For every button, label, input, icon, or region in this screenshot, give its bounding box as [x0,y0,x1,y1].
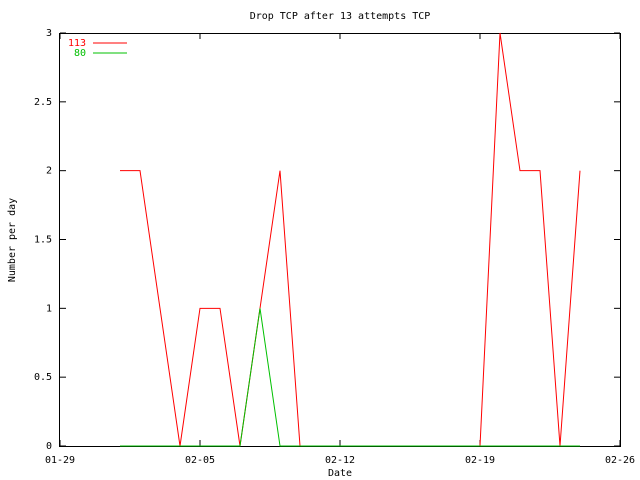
chart-title: Drop TCP after 13 attempts TCP [250,11,431,22]
legend-label: 80 [74,48,86,59]
legend-label: 113 [68,38,86,49]
x-tick-label: 02-12 [325,455,355,466]
y-tick-label: 0.5 [34,372,52,383]
y-tick-label: 2.5 [34,97,52,108]
y-tick-label: 2 [46,166,52,177]
y-tick-label: 0 [46,441,52,452]
data-line [120,308,580,447]
x-tick-label: 02-26 [605,455,635,466]
x-axis-label: Date [328,468,352,479]
y-tick-label: 1 [46,303,52,314]
y-axis-label: Number per day [7,198,18,282]
x-tick-label: 02-05 [185,455,215,466]
x-tick-label: 02-19 [465,455,495,466]
x-tick-label: 01-29 [45,455,75,466]
y-tick-label: 3 [46,28,52,39]
y-tick-label: 1.5 [34,235,52,246]
